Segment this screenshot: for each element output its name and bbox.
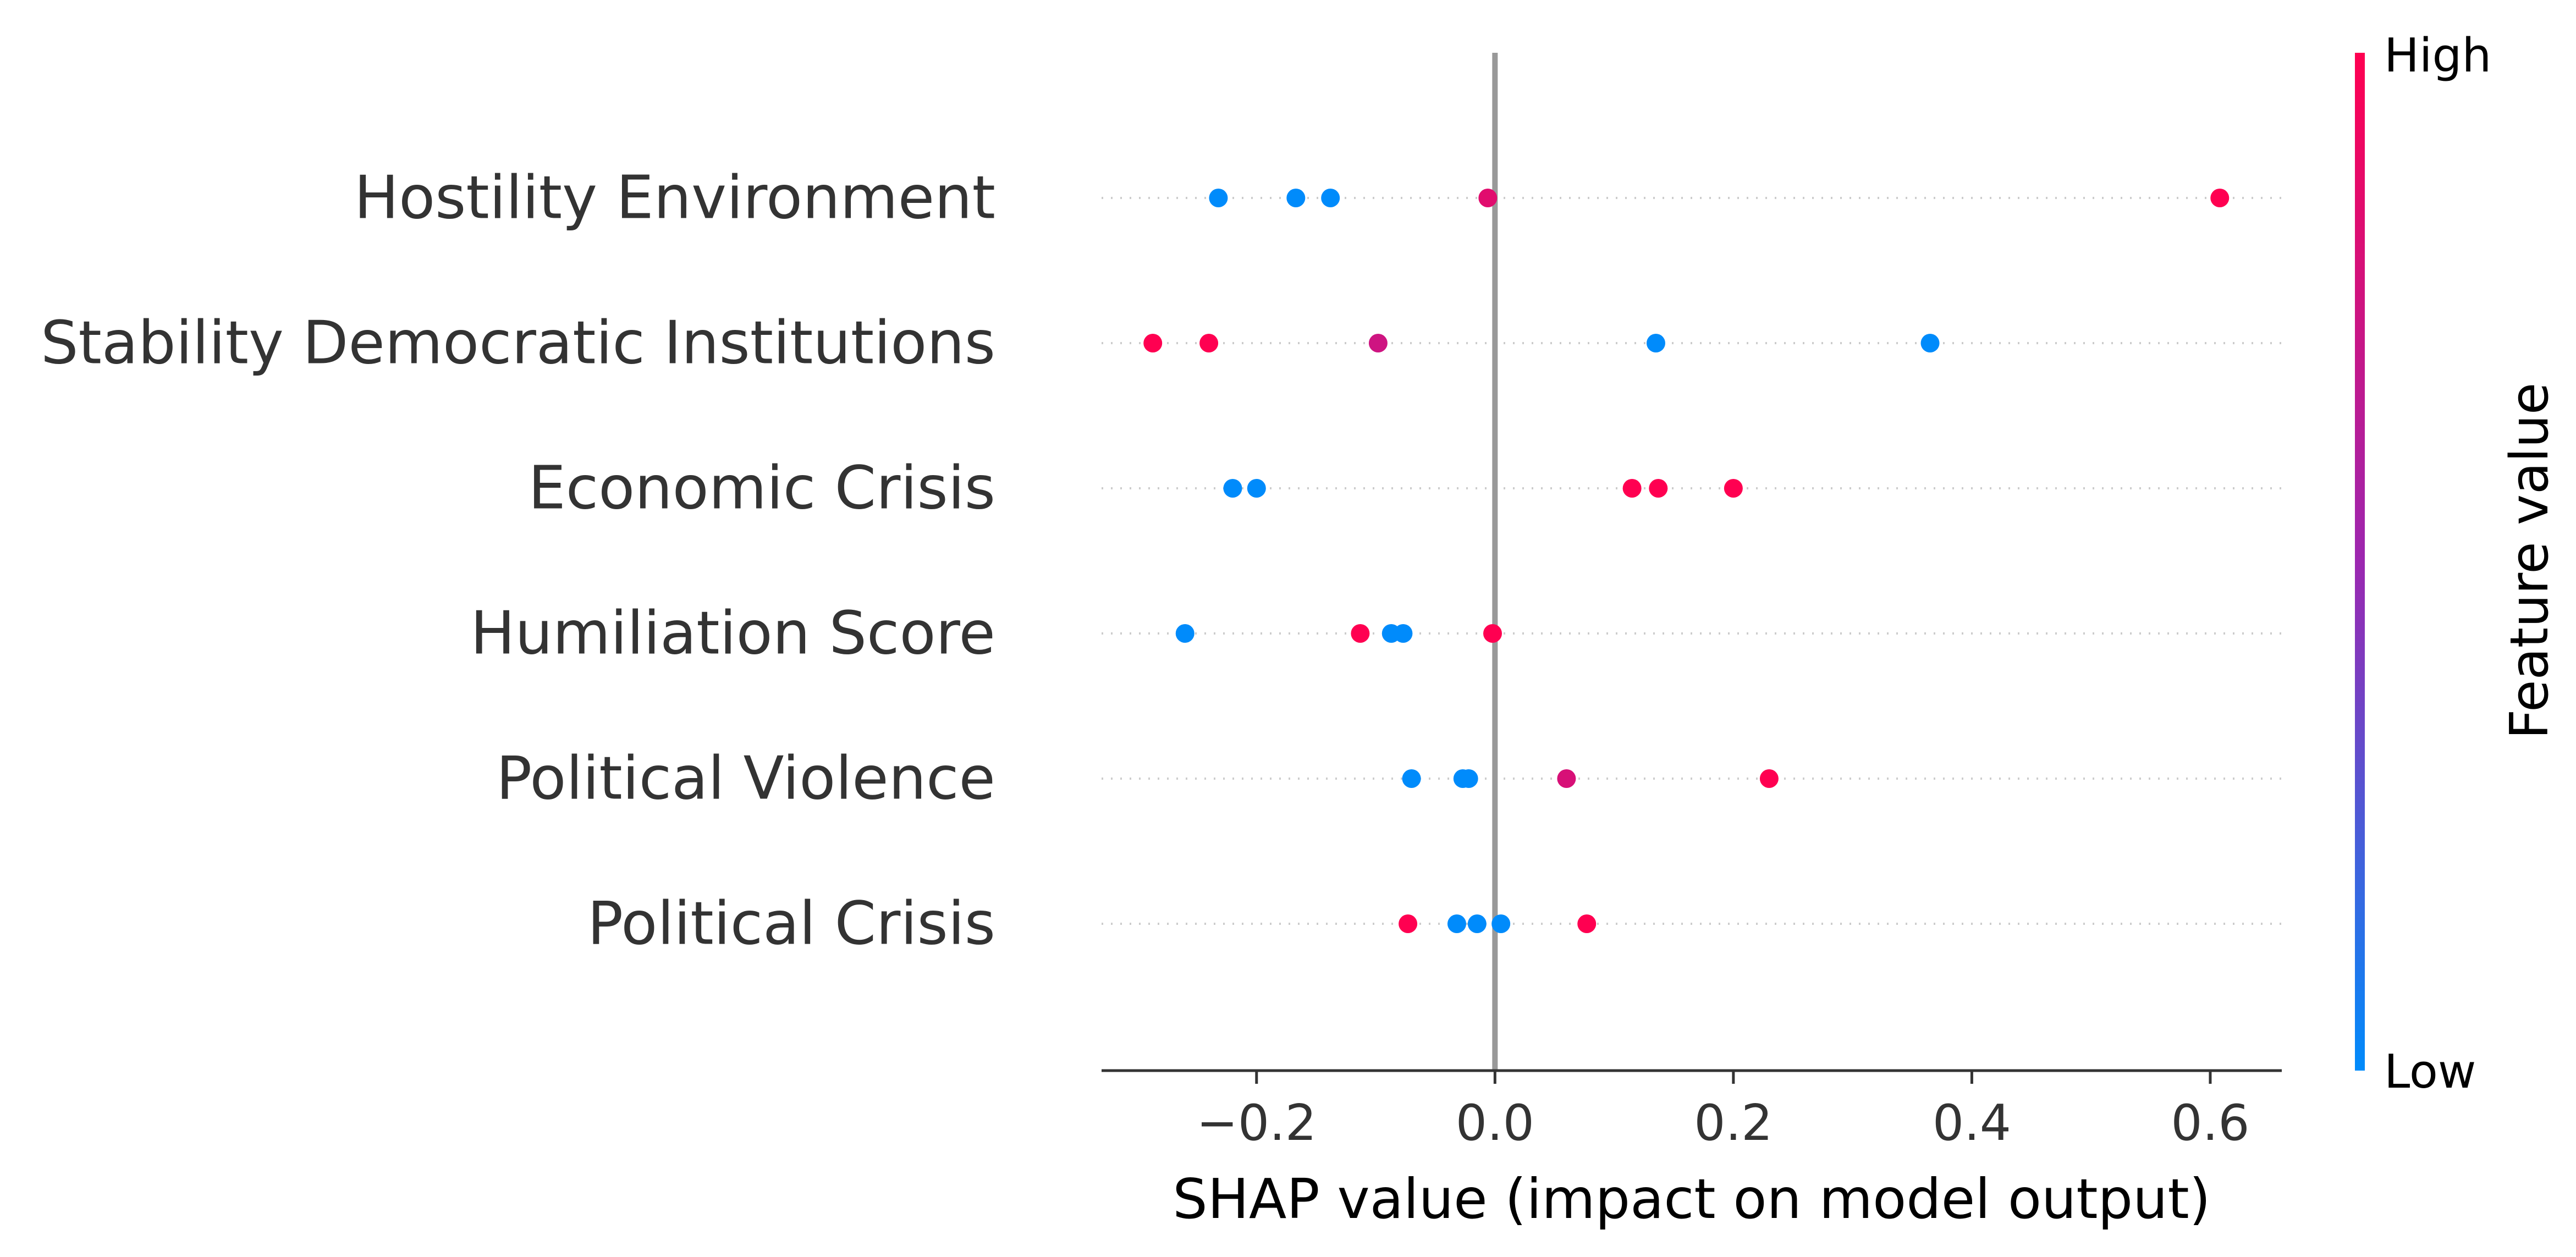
data-point — [1649, 479, 1668, 498]
data-point — [1247, 479, 1266, 498]
feature-label: Hostility Environment — [354, 164, 995, 233]
data-point — [1286, 189, 1306, 207]
data-point — [1759, 769, 1779, 788]
row-guides — [1102, 197, 2282, 925]
data-point — [1394, 624, 1413, 643]
colorbar-title: Feature value — [2500, 383, 2560, 740]
data-point — [1209, 189, 1228, 207]
data-point — [1577, 914, 1597, 933]
x-ticks: −0.2 0.0 0.2 0.4 0.6 — [1197, 1071, 2250, 1152]
data-point — [1447, 914, 1466, 933]
x-tick-label: 0.4 — [1933, 1094, 2011, 1152]
x-tick-label: 0.0 — [1456, 1094, 1534, 1152]
x-tick-label: 0.6 — [2171, 1094, 2249, 1152]
data-point — [1351, 624, 1370, 643]
data-point — [1920, 334, 1940, 352]
colorbar — [2355, 53, 2365, 1071]
x-axis-label: SHAP value (impact on model output) — [1173, 1167, 2210, 1231]
feature-label: Political Violence — [496, 745, 995, 813]
feature-labels: Hostility Environment Stability Democrati… — [41, 164, 995, 958]
colorbar-low-label: Low — [2384, 1045, 2476, 1099]
x-tick-label: −0.2 — [1197, 1094, 1317, 1152]
data-point — [1467, 914, 1487, 933]
colorbar-high-label: High — [2384, 29, 2491, 83]
data-point — [1459, 769, 1478, 788]
data-points — [1143, 189, 2230, 933]
data-point — [1483, 624, 1502, 643]
feature-label: Stability Democratic Institutions — [41, 309, 995, 378]
feature-label: Economic Crisis — [529, 454, 996, 523]
data-point — [1368, 334, 1388, 352]
data-point — [1491, 914, 1511, 933]
data-point — [1175, 624, 1195, 643]
data-point — [1321, 189, 1340, 207]
data-point — [2210, 189, 2230, 207]
feature-label: Political Crisis — [587, 890, 995, 958]
data-point — [1199, 334, 1219, 352]
data-point — [1724, 479, 1743, 498]
data-point — [1402, 769, 1421, 788]
data-point — [1478, 189, 1498, 207]
data-point — [1399, 914, 1418, 933]
data-point — [1622, 479, 1642, 498]
feature-label: Humiliation Score — [470, 599, 995, 668]
data-point — [1143, 334, 1163, 352]
data-point — [1223, 479, 1242, 498]
data-point — [1646, 334, 1665, 352]
x-tick-label: 0.2 — [1694, 1094, 1773, 1152]
data-point — [1557, 769, 1576, 788]
